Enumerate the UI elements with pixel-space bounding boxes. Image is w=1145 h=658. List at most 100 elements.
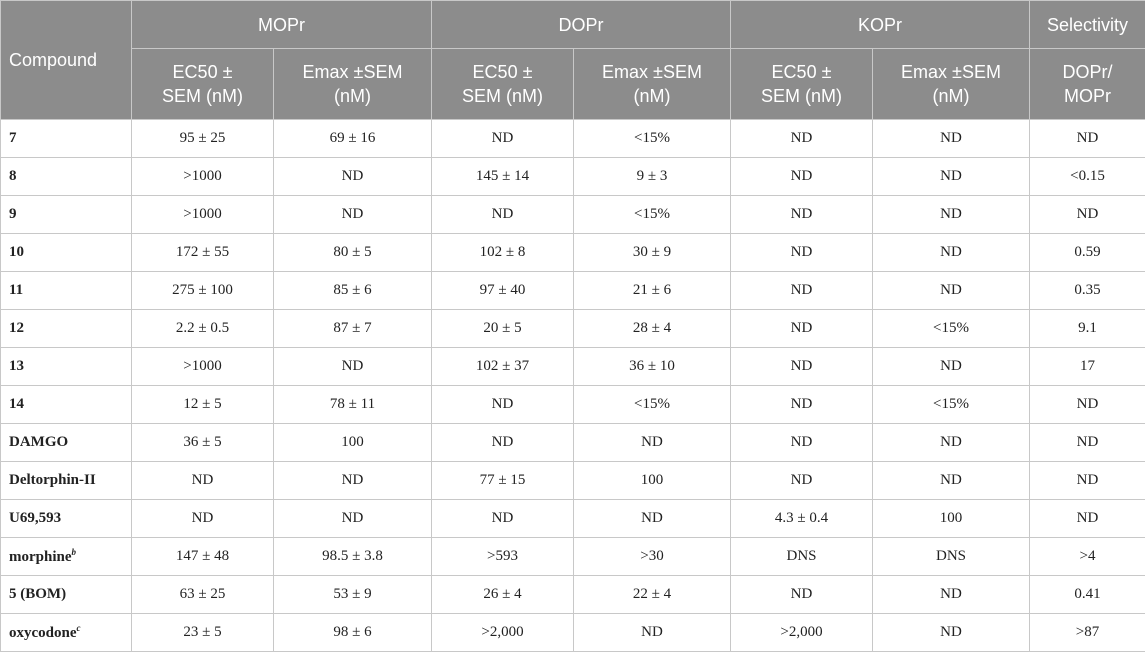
- value-cell: 98.5 ± 3.8: [273, 537, 432, 576]
- value-cell: 100: [573, 461, 731, 500]
- value-cell: 21 ± 6: [573, 271, 731, 310]
- value-cell: ND: [1029, 499, 1145, 538]
- header-line-2: MOPr: [1064, 86, 1112, 106]
- header-group-dopr: DOPr: [431, 0, 731, 49]
- value-cell: ND: [273, 157, 432, 196]
- table-row: 14 12 ± 5 78 ± 11 ND <15% ND <15% ND: [0, 385, 1145, 424]
- value-cell: 97 ± 40: [431, 271, 574, 310]
- value-cell: 63 ± 25: [131, 575, 274, 614]
- compound-name: 12: [9, 320, 24, 336]
- value-cell: 102 ± 37: [431, 347, 574, 386]
- value-cell: ND: [273, 499, 432, 538]
- header-line-1: Emax ±SEM: [302, 62, 403, 82]
- value-cell: ND: [131, 499, 274, 538]
- table-row: Deltorphin-II ND ND 77 ± 15 100 ND ND ND: [0, 461, 1145, 500]
- value-cell: ND: [1029, 423, 1145, 462]
- table-row: 9 >1000 ND ND <15% ND ND ND: [0, 195, 1145, 234]
- table-row: 10 172 ± 55 80 ± 5 102 ± 8 30 ± 9 ND ND 0.59: [0, 233, 1145, 272]
- header-line-1: EC50 ±: [472, 62, 533, 82]
- compound-name-cell: 10: [0, 233, 132, 272]
- value-cell: ND: [871, 575, 1031, 614]
- value-cell: 69 ± 16: [273, 119, 432, 158]
- value-cell: ND: [131, 461, 274, 500]
- value-cell: ND: [431, 195, 574, 234]
- value-cell: ND: [730, 423, 873, 462]
- compound-name-cell: 12: [0, 309, 132, 348]
- footnote-marker: c: [76, 623, 81, 633]
- value-cell: 95 ± 25: [131, 119, 274, 158]
- value-cell: 20 ± 5: [431, 309, 574, 348]
- value-cell: ND: [431, 119, 574, 158]
- value-cell: ND: [1029, 195, 1145, 234]
- table-row: DAMGO 36 ± 5 100 ND ND ND ND ND: [0, 423, 1145, 462]
- compound-name-cell: 13: [0, 347, 132, 386]
- value-cell: ND: [730, 461, 873, 500]
- header-line-2: SEM (nM): [462, 86, 543, 106]
- header-kopr-ec50: EC50 ± SEM (nM): [730, 48, 873, 120]
- header-kopr-emax: Emax ±SEM (nM): [871, 48, 1031, 120]
- header-line-2: (nM): [932, 86, 970, 106]
- value-cell: 2.2 ± 0.5: [131, 309, 274, 348]
- value-cell: 28 ± 4: [573, 309, 731, 348]
- value-cell: ND: [871, 119, 1031, 158]
- value-cell: ND: [730, 119, 873, 158]
- compound-name: 5 (BOM): [9, 586, 67, 602]
- value-cell: ND: [1029, 119, 1145, 158]
- compound-name: 8: [9, 168, 17, 184]
- value-cell: ND: [730, 271, 873, 310]
- compound-name-cell: 7: [0, 119, 132, 158]
- header-line-1: DOPr/: [1062, 62, 1113, 82]
- value-cell: 87 ± 7: [273, 309, 432, 348]
- value-cell: 36 ± 10: [573, 347, 731, 386]
- header-line-1: EC50 ±: [771, 62, 832, 82]
- value-cell: 102 ± 8: [431, 233, 574, 272]
- compound-name-cell: morphineb: [0, 537, 132, 576]
- compound-name-cell: 9: [0, 195, 132, 234]
- value-cell: ND: [730, 233, 873, 272]
- value-cell: <15%: [573, 385, 731, 424]
- value-cell: ND: [1029, 385, 1145, 424]
- header-selectivity-ratio: DOPr/MOPr: [1029, 48, 1145, 120]
- value-cell: <0.15: [1029, 157, 1145, 196]
- value-cell: 4.3 ± 0.4: [730, 499, 873, 538]
- header-compound: Compound: [0, 0, 132, 120]
- value-cell: >1000: [131, 347, 274, 386]
- value-cell: 26 ± 4: [431, 575, 574, 614]
- value-cell: 77 ± 15: [431, 461, 574, 500]
- value-cell: ND: [871, 423, 1031, 462]
- value-cell: 100: [871, 499, 1031, 538]
- header-line-2: SEM (nM): [162, 86, 243, 106]
- value-cell: <15%: [573, 119, 731, 158]
- compound-name: morphine: [9, 549, 72, 565]
- value-cell: 172 ± 55: [131, 233, 274, 272]
- header-line-1: Emax ±SEM: [901, 62, 1001, 82]
- value-cell: ND: [1029, 461, 1145, 500]
- value-cell: ND: [431, 423, 574, 462]
- header-mopr-ec50: EC50 ± SEM (nM): [131, 48, 274, 120]
- value-cell: ND: [431, 499, 574, 538]
- table-body: 7 95 ± 25 69 ± 16 ND <15% ND ND ND 8 >1000 ND 145 ±…: [0, 119, 1145, 652]
- value-cell: ND: [730, 347, 873, 386]
- footnote-marker: b: [71, 547, 77, 557]
- value-cell: ND: [730, 157, 873, 196]
- compound-name-cell: U69,593: [0, 499, 132, 538]
- value-cell: 30 ± 9: [573, 233, 731, 272]
- value-cell: <15%: [573, 195, 731, 234]
- value-cell: ND: [573, 613, 731, 652]
- header-group-kopr: KOPr: [729, 0, 1031, 49]
- value-cell: <15%: [871, 385, 1031, 424]
- value-cell: 98 ± 6: [273, 613, 432, 652]
- compound-name-cell: 8: [0, 157, 132, 196]
- value-cell: ND: [273, 461, 432, 500]
- compound-name: 7: [9, 130, 17, 146]
- value-cell: ND: [431, 385, 574, 424]
- value-cell: ND: [573, 423, 731, 462]
- table-row: oxycodonec 23 ± 5 98 ± 6 >2,000 ND >2,000 ND >8…: [0, 613, 1145, 652]
- compound-name-cell: 5 (BOM): [0, 575, 132, 614]
- compound-name: Deltorphin-II: [9, 472, 96, 488]
- value-cell: >1000: [131, 157, 274, 196]
- value-cell: 80 ± 5: [273, 233, 432, 272]
- value-cell: ND: [730, 575, 873, 614]
- value-cell: ND: [573, 499, 731, 538]
- value-cell: 0.35: [1029, 271, 1145, 310]
